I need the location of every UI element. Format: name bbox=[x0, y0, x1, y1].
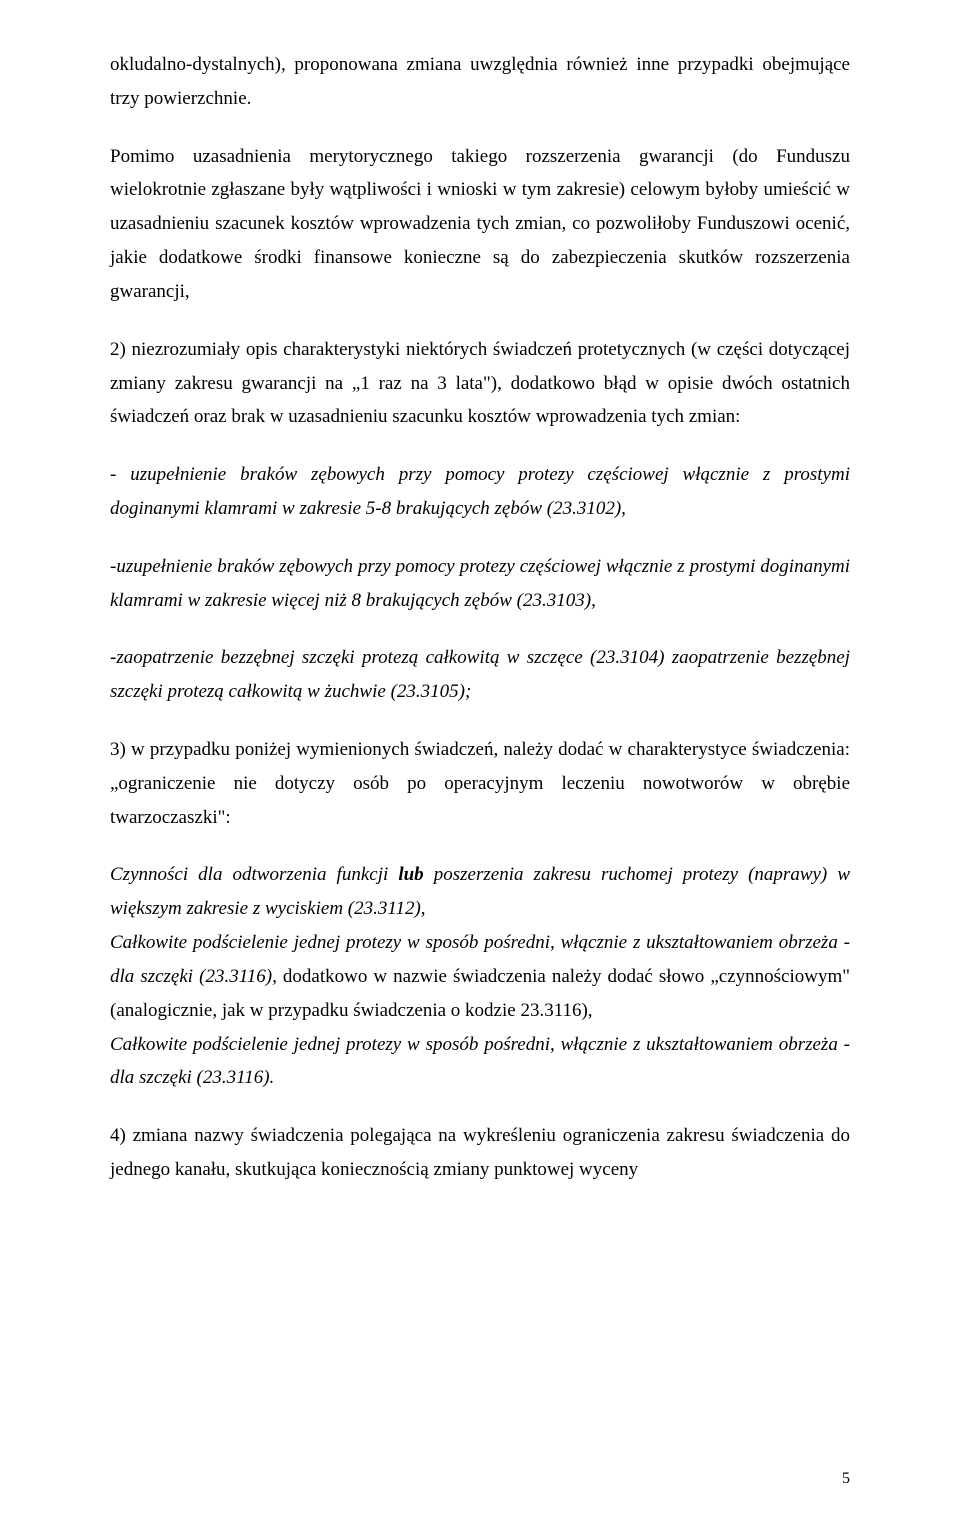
text-run-italic: Czynności dla odtworzenia funkcji bbox=[110, 864, 398, 885]
text-run: Całkowite podścielenie jednej protezy w … bbox=[110, 1034, 850, 1089]
page-number: 5 bbox=[842, 1465, 850, 1493]
text-run: -uzupełnienie braków zębowych przy pomoc… bbox=[110, 556, 850, 611]
paragraph-italic: Całkowite podścielenie jednej protezy w … bbox=[110, 1028, 850, 1096]
document-page: okludalno-dystalnych), proponowana zmian… bbox=[0, 0, 960, 1513]
paragraph-italic: - uzupełnienie braków zębowych przy pomo… bbox=[110, 458, 850, 526]
paragraph: 2) niezrozumiały opis charakterystyki ni… bbox=[110, 333, 850, 434]
paragraph: Pomimo uzasadnienia merytorycznego takie… bbox=[110, 140, 850, 309]
text-run: 4) zmiana nazwy świadczenia polegająca n… bbox=[110, 1125, 850, 1180]
paragraph-italic: -zaopatrzenie bezzębnej szczęki protezą … bbox=[110, 641, 850, 709]
text-run: 2) niezrozumiały opis charakterystyki ni… bbox=[110, 339, 850, 428]
paragraph-mixed: Czynności dla odtworzenia funkcji lub po… bbox=[110, 858, 850, 926]
text-run: 3) w przypadku poniżej wymienionych świa… bbox=[110, 739, 850, 828]
text-run-bold-italic: lub bbox=[398, 864, 423, 885]
text-run: - uzupełnienie braków zębowych przy pomo… bbox=[110, 464, 850, 519]
paragraph-italic: -uzupełnienie braków zębowych przy pomoc… bbox=[110, 550, 850, 618]
paragraph: 3) w przypadku poniżej wymienionych świa… bbox=[110, 733, 850, 834]
paragraph-mixed: Całkowite podścielenie jednej protezy w … bbox=[110, 926, 850, 1027]
paragraph: 4) zmiana nazwy świadczenia polegająca n… bbox=[110, 1119, 850, 1187]
paragraph: okludalno-dystalnych), proponowana zmian… bbox=[110, 48, 850, 116]
text-run: -zaopatrzenie bezzębnej szczęki protezą … bbox=[110, 647, 850, 702]
text-run: okludalno-dystalnych), proponowana zmian… bbox=[110, 54, 850, 109]
text-run: Pomimo uzasadnienia merytorycznego takie… bbox=[110, 146, 850, 302]
